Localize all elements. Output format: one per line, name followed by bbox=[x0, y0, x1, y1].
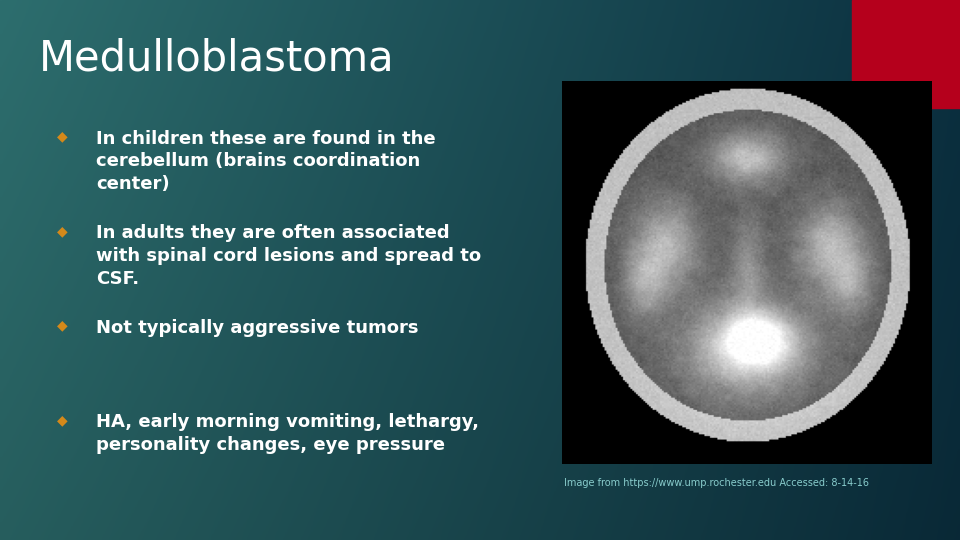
Text: ◆: ◆ bbox=[57, 130, 68, 144]
Text: Image from https://www.ump.rochester.edu Accessed: 8-14-16: Image from https://www.ump.rochester.edu… bbox=[564, 478, 869, 488]
Text: In children these are found in the
cerebellum (brains coordination
center): In children these are found in the cereb… bbox=[96, 130, 436, 193]
Text: ◆: ◆ bbox=[57, 319, 68, 333]
Bar bbox=[852, 0, 960, 108]
Text: ◆: ◆ bbox=[57, 224, 68, 238]
Text: In adults they are often associated
with spinal cord lesions and spread to
CSF.: In adults they are often associated with… bbox=[96, 224, 481, 288]
Text: Medulloblastoma: Medulloblastoma bbox=[38, 38, 394, 80]
Text: ◆: ◆ bbox=[57, 413, 68, 427]
Text: HA, early morning vomiting, lethargy,
personality changes, eye pressure: HA, early morning vomiting, lethargy, pe… bbox=[96, 413, 479, 454]
Text: Not typically aggressive tumors: Not typically aggressive tumors bbox=[96, 319, 419, 336]
